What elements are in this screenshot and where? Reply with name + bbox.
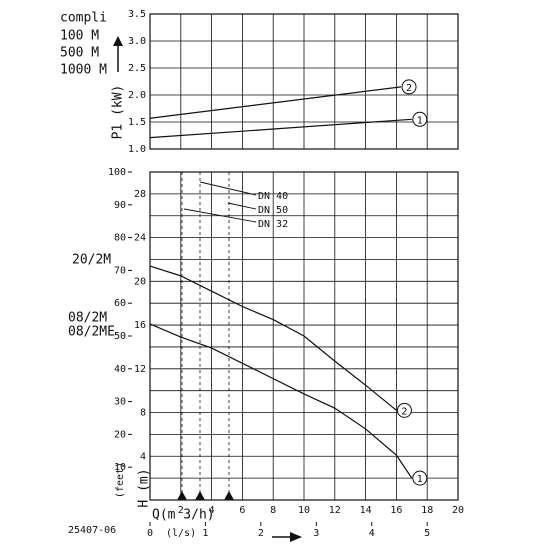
y2-tick-label: 80 <box>114 233 126 244</box>
curve-badge <box>396 402 412 418</box>
curve-badge <box>401 79 417 95</box>
annotation: 08/2M <box>68 311 107 326</box>
annotation: 100 M <box>60 29 99 44</box>
annotation: 08/2ME <box>68 325 115 340</box>
y-axis-label: P1 (kW) <box>111 85 126 140</box>
annotation: 20/2M <box>72 253 111 268</box>
y-tick-label: 28 <box>134 189 146 200</box>
y2-tick-label: 10 <box>114 462 126 473</box>
x2-tick-label: 4 <box>369 528 375 539</box>
y2-tick-label: 40 <box>114 364 126 375</box>
x-tick-label: 6 <box>239 505 245 516</box>
y-tick-label: 8 <box>140 408 146 419</box>
x2-tick-label: 5 <box>424 528 430 539</box>
x2-tick-label: 1 <box>202 528 208 539</box>
y2-tick-label: 50 <box>114 331 126 342</box>
y2-tick-label: 90 <box>114 200 126 211</box>
annotation: compli <box>60 11 107 26</box>
y2-tick-label: 20 <box>114 429 126 440</box>
y-tick-label: 1.5 <box>128 117 146 128</box>
y2-tick-label: 60 <box>114 298 126 309</box>
x-tick-label: 20 <box>452 505 464 516</box>
curve <box>149 118 412 139</box>
y-tick-label: 4 <box>140 451 146 462</box>
arrow-head <box>290 532 302 542</box>
y-tick-label: 20 <box>134 276 146 287</box>
leader <box>199 181 257 196</box>
curve-badge <box>412 111 428 127</box>
y2-axis-label: (feet) <box>115 462 126 498</box>
y-axis-label: H (m) <box>137 468 152 507</box>
curve-badge <box>412 470 428 486</box>
y2-tick-label: 30 <box>114 397 126 408</box>
x-tick-label: 2 <box>178 505 184 516</box>
curve-label: 1 <box>417 115 423 126</box>
y-tick-label: 12 <box>134 364 146 375</box>
curve-label: 1 <box>417 474 423 485</box>
y-tick-label: 24 <box>134 233 146 244</box>
y-tick-label: 2.0 <box>128 90 146 101</box>
figure-code: 25407-06 <box>68 525 116 536</box>
curve-label: 2 <box>401 406 407 417</box>
x-tick-label: 18 <box>421 505 433 516</box>
arrow-head <box>113 36 123 46</box>
curve <box>149 323 413 479</box>
pipe-limits <box>181 172 230 492</box>
annotation: 500 M <box>60 46 99 61</box>
y-tick-label: 3.5 <box>128 9 146 20</box>
y-tick-label: 16 <box>134 320 146 331</box>
x2-axis-label: (l/s) <box>166 528 196 539</box>
x2-tick-label: 3 <box>313 528 319 539</box>
x-tick-label: 8 <box>270 505 276 516</box>
x-tick-label: 10 <box>298 505 310 516</box>
x-tick-label: 16 <box>390 505 402 516</box>
y-tick-label: 2.5 <box>128 63 146 74</box>
x-tick-label: 12 <box>329 505 341 516</box>
annotation: 1000 M <box>60 63 107 78</box>
x-axis-label: Q(m 3/h) <box>152 508 215 523</box>
x-tick-label: 14 <box>360 505 372 516</box>
marker <box>224 491 234 500</box>
x2-tick-label: 0 <box>147 528 153 539</box>
marker <box>177 491 187 500</box>
curve-label: 2 <box>406 83 412 94</box>
x2-tick-label: 2 <box>258 528 264 539</box>
y2-tick-label: 100 <box>108 167 126 178</box>
marker <box>195 491 205 500</box>
curve <box>149 265 397 411</box>
y2-tick-label: 70 <box>114 265 126 276</box>
y-tick-label: 3.0 <box>128 36 146 47</box>
x-tick-label: 4 <box>209 505 215 516</box>
y-tick-label: 1.0 <box>128 144 146 155</box>
curve <box>149 86 402 119</box>
